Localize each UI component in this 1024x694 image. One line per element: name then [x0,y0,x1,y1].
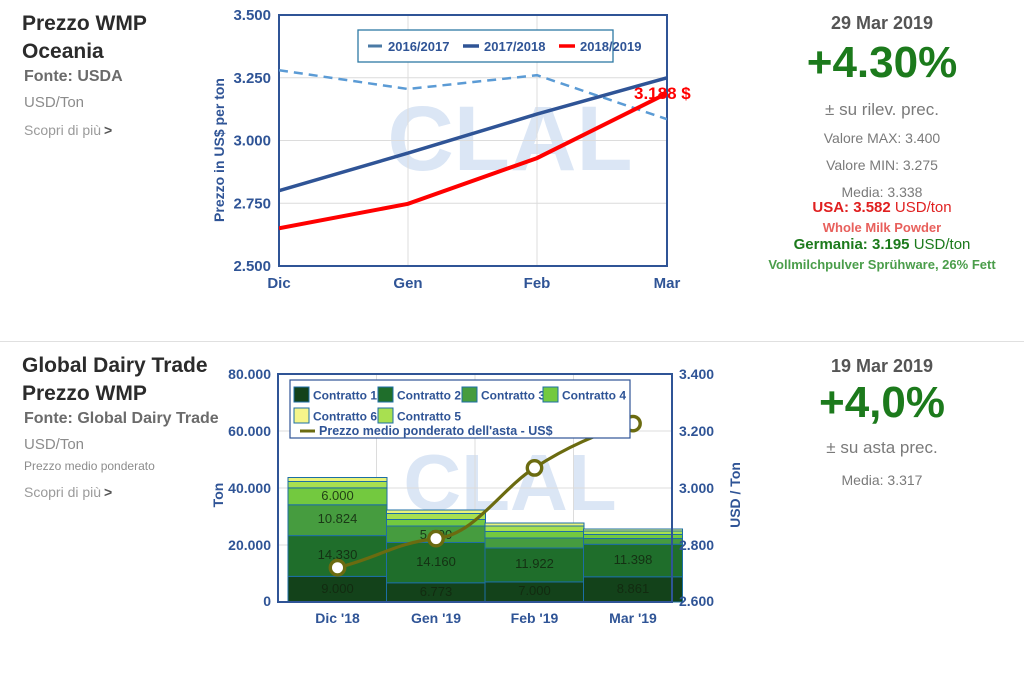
svg-text:Feb: Feb [524,275,551,292]
svg-text:7.000: 7.000 [518,583,551,598]
svg-text:20.000: 20.000 [228,537,271,553]
svg-text:8.861: 8.861 [617,581,650,596]
svg-text:Ton: Ton [210,483,226,508]
svg-text:USD / Ton: USD / Ton [727,462,743,528]
svg-text:3.250: 3.250 [233,70,271,87]
svg-text:Contratto 3: Contratto 3 [481,389,545,403]
svg-text:Contratto 6: Contratto 6 [313,410,377,424]
svg-text:2017/2018: 2017/2018 [484,39,545,54]
svg-text:2.750: 2.750 [233,195,271,212]
svg-text:2018/2019: 2018/2019 [580,39,641,54]
svg-text:0: 0 [263,593,271,609]
svg-text:Contratto 5: Contratto 5 [397,410,461,424]
svg-text:2016/2017: 2016/2017 [388,39,449,54]
svg-text:3.500: 3.500 [233,7,271,24]
svg-text:3.200: 3.200 [679,423,714,439]
svg-text:Prezzo medio ponderato dell'as: Prezzo medio ponderato dell'asta - US$ [319,424,553,438]
svg-text:Feb '19: Feb '19 [511,610,559,626]
svg-text:Mar '19: Mar '19 [609,610,657,626]
svg-text:3.000: 3.000 [679,480,714,496]
svg-text:Gen '19: Gen '19 [411,610,461,626]
svg-text:14.160: 14.160 [416,554,456,569]
svg-text:CLAL: CLAL [387,88,632,190]
svg-text:Contratto 4: Contratto 4 [562,389,626,403]
svg-text:11.398: 11.398 [614,552,653,567]
svg-text:6.773: 6.773 [420,584,453,599]
svg-text:3.000: 3.000 [233,133,271,150]
svg-text:Prezzo in US$ per ton: Prezzo in US$ per ton [211,78,227,222]
svg-text:3.400: 3.400 [679,366,714,382]
svg-text:11.922: 11.922 [515,556,554,571]
svg-text:Dic: Dic [267,275,290,292]
svg-text:60.000: 60.000 [228,423,271,439]
svg-text:Contratto 1: Contratto 1 [313,389,377,403]
svg-text:2.800: 2.800 [679,537,714,553]
svg-text:10.824: 10.824 [318,511,358,526]
svg-text:6.000: 6.000 [321,488,354,503]
svg-text:2.500: 2.500 [233,258,271,275]
svg-text:Contratto 2: Contratto 2 [397,389,461,403]
svg-text:Mar: Mar [654,275,681,292]
svg-text:2.600: 2.600 [679,593,714,609]
svg-text:9.000: 9.000 [321,581,354,596]
svg-text:Dic '18: Dic '18 [315,610,360,626]
svg-text:Gen: Gen [393,275,422,292]
svg-text:3.188 $: 3.188 $ [634,84,691,103]
svg-text:40.000: 40.000 [228,480,271,496]
